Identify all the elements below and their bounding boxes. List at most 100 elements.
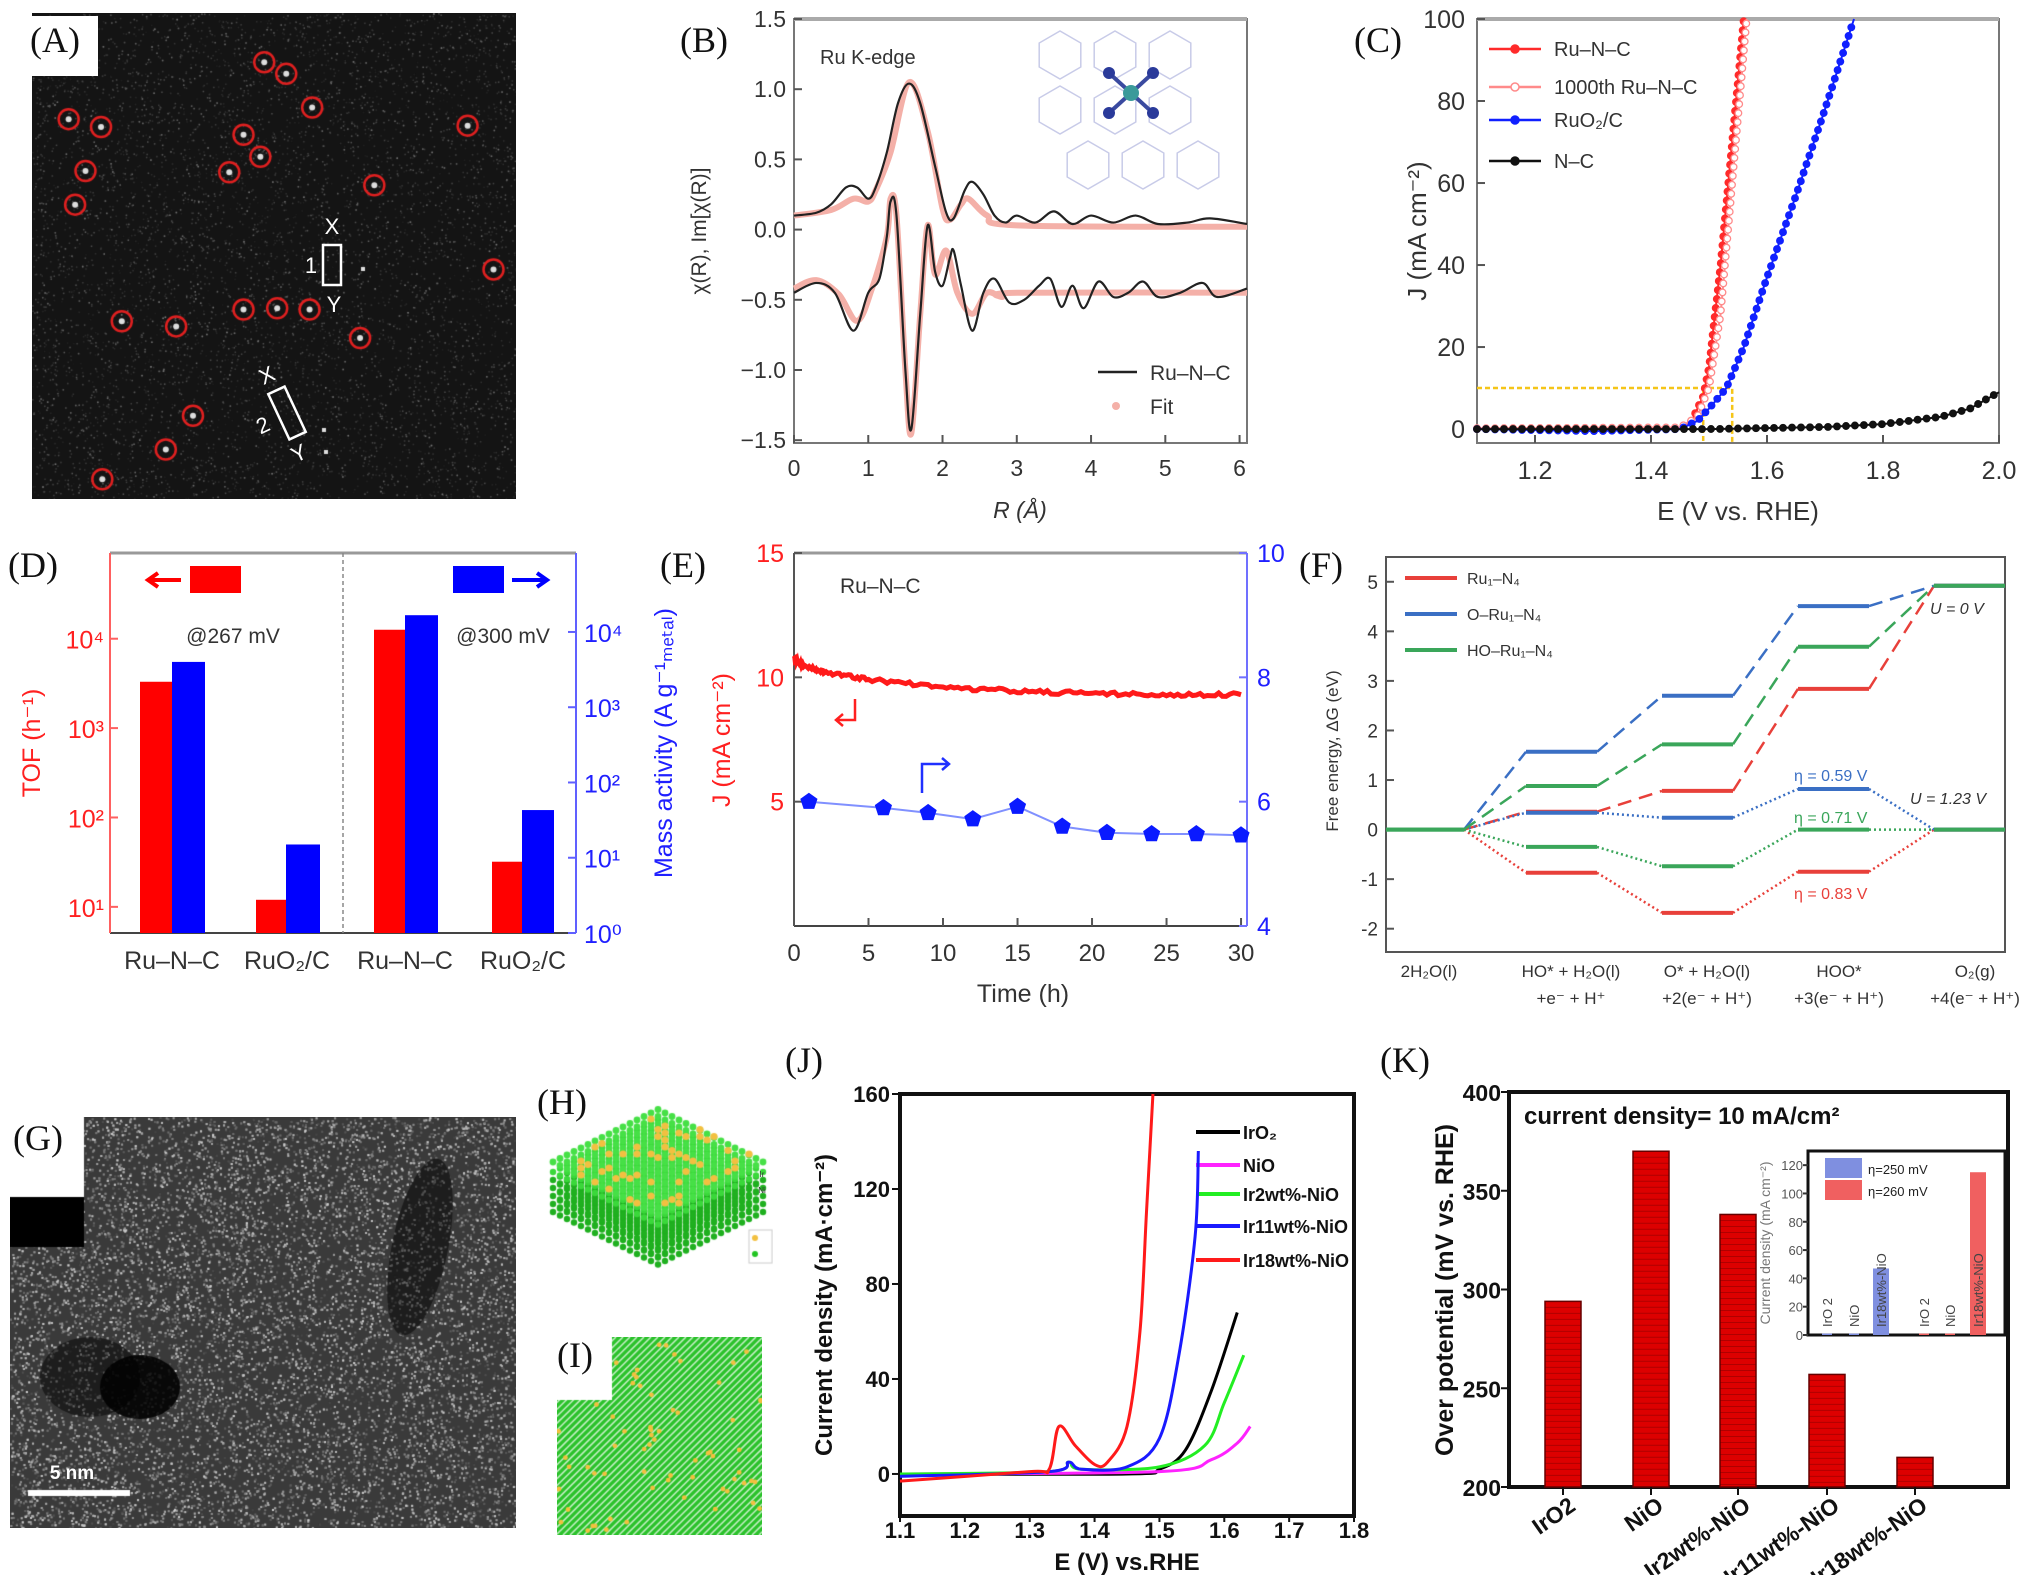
data-point (1850, 421, 1859, 430)
data-point (1729, 162, 1738, 171)
inset-category-label: NiO (1847, 1305, 1862, 1327)
y-right-tick-label: 4 (1257, 913, 1271, 941)
y-right-tick-label: 10³ (584, 695, 620, 723)
data-point (1788, 423, 1796, 432)
data-point (1734, 424, 1742, 433)
data-point (1707, 368, 1716, 377)
x-tick-label: 2.0 (1982, 457, 2017, 485)
inset-category-label: Ir18wt%-NiO (1971, 1253, 1986, 1327)
x-tick-label: 0 (787, 940, 800, 967)
y-right-tick-label: 6 (1257, 789, 1271, 817)
data-point (1536, 425, 1544, 434)
x-tick-label: 3 (1010, 455, 1023, 481)
data-point (1724, 216, 1733, 225)
data-point (1053, 817, 1071, 834)
data-point (1723, 380, 1732, 389)
data-point (1662, 425, 1670, 434)
y-tick-label: 250 (1463, 1376, 1501, 1402)
connector-u0 (1596, 789, 1663, 813)
x-tick-label: 1.7 (1274, 1518, 1305, 1543)
data-point (1232, 826, 1250, 843)
connector-u123 (1732, 828, 1799, 868)
bar-overpotential (1896, 1456, 1934, 1488)
inset-y-tick-label: 120 (1781, 1158, 1803, 1173)
state-label: HO* + H₂O(l) (1522, 962, 1621, 981)
data-point (1816, 117, 1825, 126)
data-curve-imaginary (793, 195, 1248, 432)
x-tick-label: 20 (1079, 940, 1106, 967)
data-point (1764, 270, 1772, 279)
data-point (1797, 423, 1805, 432)
x-tick-label: 0 (788, 455, 801, 481)
y-tick-label: 60 (1437, 170, 1465, 198)
y-tick-label: 80 (1437, 88, 1465, 116)
data-point (1811, 134, 1820, 143)
data-point (1724, 225, 1733, 234)
connector-u0 (1731, 605, 1800, 697)
data-point (1518, 425, 1526, 434)
data-point (1733, 118, 1742, 127)
bar-overpotential (1719, 1213, 1757, 1488)
data-point (1814, 126, 1822, 134)
y-tick-label: 100 (1423, 6, 1465, 34)
data-point (1187, 825, 1205, 842)
data-point (1830, 74, 1839, 83)
data-point (1713, 333, 1721, 341)
data-point (1796, 177, 1805, 186)
x-tick-label: 1.8 (1866, 457, 1901, 485)
data-point (1009, 797, 1027, 814)
data-point (1710, 350, 1719, 359)
y-left-tick-label: 10¹ (68, 895, 104, 923)
bar-tof (492, 861, 522, 933)
bar-overpotential (1632, 1150, 1670, 1488)
data-point (1098, 823, 1116, 840)
data-point (1644, 425, 1652, 434)
data-point (1758, 287, 1767, 296)
y-axis-label: Free energy, ΔG (eV) (1323, 670, 1342, 831)
carbon-ring (1148, 30, 1192, 80)
data-point (1482, 425, 1490, 434)
y-tick-label: 120 (853, 1177, 890, 1202)
bar-mass-activity (405, 615, 438, 933)
inset-y-tick-label: 80 (1789, 1215, 1803, 1230)
y-tick-label: 0 (878, 1462, 890, 1487)
inset-legend-swatch (1825, 1158, 1862, 1178)
data-point (1509, 425, 1517, 434)
data-point (1732, 127, 1741, 135)
x-tick-label: 1.4 (1634, 457, 1669, 485)
data-point (1737, 73, 1746, 82)
data-point (1545, 425, 1553, 434)
data-point (1836, 57, 1845, 66)
data-point (1931, 413, 1940, 422)
inset-category-label: NiO (1943, 1305, 1958, 1327)
arrow-left-icon (144, 571, 181, 589)
y-tick-label: 20 (1437, 334, 1465, 362)
inset-category-label: IrO 2 (1820, 1298, 1835, 1327)
potential-annotation: U = 1.23 V (1910, 791, 1987, 808)
data-curve-magnitude (793, 82, 1248, 226)
inset-category-label: Ir18wt%-NiO (1874, 1253, 1889, 1327)
x-tick-label: 2 (936, 455, 949, 481)
bar-tof (374, 629, 405, 933)
x-tick-label: 4 (1085, 455, 1098, 481)
panel-label: (K) (1380, 1040, 1430, 1080)
data-point (1833, 422, 1841, 431)
data-point (1735, 100, 1744, 109)
inset-legend-label: η=250 mV (1868, 1162, 1928, 1177)
x-tick-label: 1.3 (1014, 1518, 1045, 1543)
data-point (1626, 425, 1634, 434)
connector-u123 (1463, 828, 1527, 849)
data-point (1617, 425, 1625, 434)
data-point (1989, 391, 1998, 400)
state-label: HOO* (1816, 962, 1862, 981)
data-point (1722, 243, 1731, 252)
data-point (1847, 23, 1856, 32)
x-tick-label: 1.1 (885, 1518, 916, 1543)
panel-label: (E) (660, 545, 706, 585)
data-point (1749, 313, 1758, 322)
carbon-ring (1093, 30, 1137, 80)
group-label: @267 mV (186, 625, 280, 648)
data-point (874, 798, 892, 816)
data-point (1779, 423, 1787, 432)
state-label-electrons: +e⁻ + H⁺ (1537, 989, 1606, 1008)
